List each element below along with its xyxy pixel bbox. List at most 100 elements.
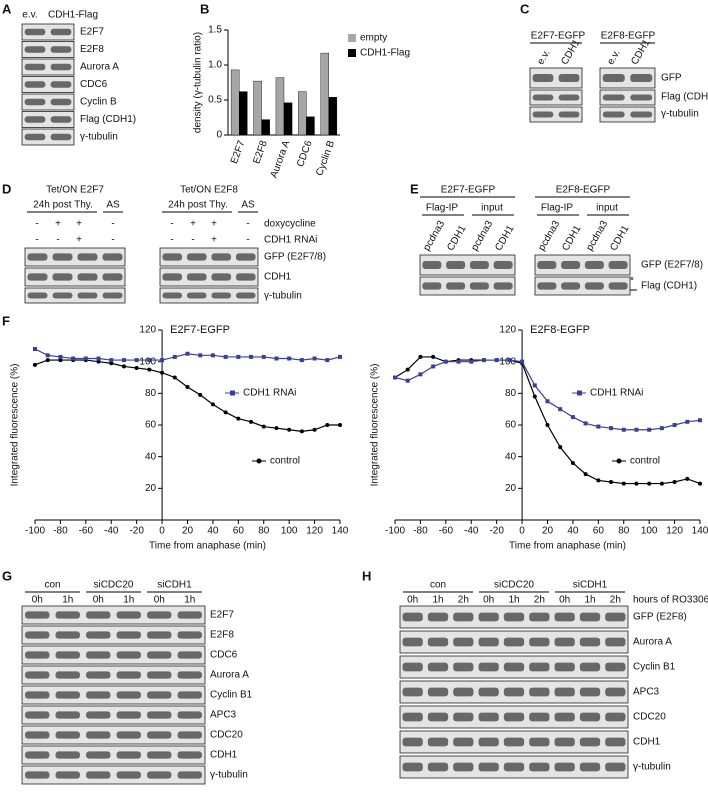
point xyxy=(96,359,101,364)
x-tick-label: Cyclin B xyxy=(314,139,337,178)
label: H xyxy=(362,568,371,583)
label: Flag (CDH1) xyxy=(641,281,697,292)
point xyxy=(634,427,639,432)
band xyxy=(453,637,474,647)
label: -100 xyxy=(385,526,405,537)
label: CDC20 xyxy=(210,730,243,741)
label: 24h post Thy. xyxy=(168,200,228,211)
point xyxy=(596,478,601,483)
band xyxy=(478,687,499,697)
label: - xyxy=(35,219,38,230)
band xyxy=(77,292,98,299)
label: 20 xyxy=(182,526,194,537)
band xyxy=(478,712,499,722)
label: Flag (CDH1) xyxy=(80,114,136,125)
point xyxy=(418,354,423,359)
label: 100 xyxy=(281,526,298,537)
x-tick-label: CDC6 xyxy=(295,139,315,169)
label: 60 xyxy=(593,526,605,537)
blot xyxy=(21,23,75,41)
label: APC3 xyxy=(633,687,660,698)
point xyxy=(160,358,165,363)
point xyxy=(210,353,215,358)
band xyxy=(116,731,141,739)
label: Integrated fluorescence (%) xyxy=(10,364,21,487)
label: 24h post Thy. xyxy=(33,200,93,211)
blot xyxy=(529,106,583,123)
label: -60 xyxy=(79,526,94,537)
legend-marker xyxy=(616,458,622,464)
label: density (γ-tubulin ratio) xyxy=(193,32,204,133)
band xyxy=(24,63,46,71)
label: 0h xyxy=(483,595,494,606)
point xyxy=(45,358,50,363)
point xyxy=(223,354,228,359)
label: 120 xyxy=(139,325,156,336)
label: E2F7 xyxy=(80,27,104,38)
band xyxy=(402,612,423,622)
band xyxy=(453,662,474,672)
label: γ-tubulin xyxy=(210,770,248,781)
label: 40 xyxy=(207,526,219,537)
label: -80 xyxy=(53,526,68,537)
point xyxy=(545,423,550,427)
band xyxy=(24,98,46,106)
band xyxy=(211,292,232,299)
label: GFP (E2F7/8) xyxy=(641,260,703,271)
blot xyxy=(21,645,206,665)
band xyxy=(147,711,172,719)
label: Cyclin B1 xyxy=(633,662,676,673)
band xyxy=(147,771,172,779)
band xyxy=(602,111,625,118)
label: 60 xyxy=(233,526,245,537)
band xyxy=(86,711,111,719)
point xyxy=(121,364,126,369)
point xyxy=(299,358,304,363)
band xyxy=(558,94,580,101)
label: + xyxy=(211,235,217,246)
point xyxy=(393,375,397,380)
legend-marker xyxy=(256,458,262,464)
band xyxy=(55,691,80,699)
label: -40 xyxy=(464,526,479,537)
band xyxy=(116,711,141,719)
point xyxy=(261,354,266,359)
band xyxy=(55,751,80,759)
label: 60 xyxy=(145,420,157,431)
band xyxy=(102,292,123,299)
band xyxy=(211,273,232,281)
label: doxycycline xyxy=(264,219,316,230)
blot xyxy=(24,287,126,304)
band xyxy=(561,261,581,269)
label: γ-tubulin xyxy=(264,291,302,302)
label: CDC6 xyxy=(80,79,108,90)
band xyxy=(503,687,525,697)
blot xyxy=(21,665,206,685)
label: e.v. xyxy=(535,48,552,67)
label: 0 xyxy=(216,130,222,141)
band xyxy=(427,612,449,622)
band xyxy=(478,737,499,747)
point xyxy=(647,427,652,432)
band xyxy=(503,762,525,772)
band xyxy=(503,737,525,747)
point xyxy=(249,354,254,359)
label: CDH1 xyxy=(493,223,516,252)
band xyxy=(52,253,73,261)
band xyxy=(493,261,513,269)
label: 80 xyxy=(258,526,270,537)
label: * xyxy=(630,276,634,287)
blot xyxy=(419,254,516,276)
legend-label: CDH1-Flag xyxy=(360,48,410,59)
x-tick-label: Aurora A xyxy=(269,139,293,180)
band xyxy=(177,751,202,759)
band xyxy=(608,282,628,290)
band xyxy=(25,611,50,619)
band xyxy=(579,762,601,772)
band xyxy=(52,273,73,281)
band xyxy=(55,611,80,619)
blot xyxy=(159,287,259,304)
legend-label: empty xyxy=(360,33,387,44)
label: D xyxy=(2,181,11,196)
blot xyxy=(21,58,75,76)
